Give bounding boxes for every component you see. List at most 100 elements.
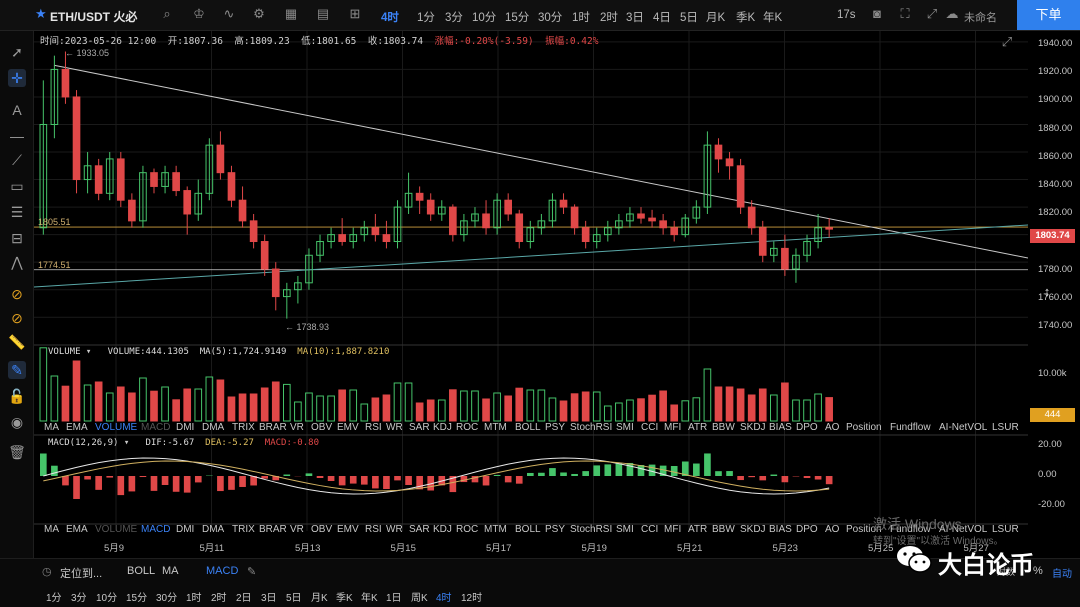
bottom-interval-0[interactable]: 1分 xyxy=(46,593,62,604)
horizontal-line-icon[interactable]: — xyxy=(10,128,24,144)
indicator-tab-dma[interactable]: DMA xyxy=(202,422,225,433)
interval-10[interactable]: 5日 xyxy=(680,12,698,24)
bottom-interval-9[interactable]: 5日 xyxy=(286,593,302,604)
indicator-tab-kdj[interactable]: KDJ xyxy=(433,524,452,535)
indicator-tab-mfi[interactable]: MFI xyxy=(664,422,682,433)
rectangle-icon[interactable]: ▭ xyxy=(10,178,24,194)
indicator-tab-roc[interactable]: ROC xyxy=(456,524,479,535)
bottom-interval-10[interactable]: 月K xyxy=(311,593,328,604)
indicator-tab-boll[interactable]: BOLL xyxy=(515,524,541,535)
indicator-tab-wr[interactable]: WR xyxy=(386,422,403,433)
indicator-tab-lsur[interactable]: LSUR xyxy=(992,422,1019,433)
indicator-tab-fundflow[interactable]: Fundflow xyxy=(890,524,931,535)
indicator-tab-trix[interactable]: TRIX xyxy=(232,524,255,535)
cursor-icon[interactable]: ➚ xyxy=(11,44,23,60)
indicator-tab-lsur[interactable]: LSUR xyxy=(992,524,1019,535)
auto-toggle[interactable]: 自动 xyxy=(1052,569,1072,580)
magnet-icon[interactable]: ⊘ xyxy=(11,286,23,302)
interval-0[interactable]: 4时 xyxy=(381,12,399,24)
indicator-tab-smi[interactable]: SMI xyxy=(616,524,634,535)
indicator-tab-volume[interactable]: VOLUME xyxy=(95,422,138,433)
interval-7[interactable]: 2时 xyxy=(600,12,618,24)
template-icon[interactable]: ▤ xyxy=(316,6,330,21)
bottom-interval-7[interactable]: 2日 xyxy=(236,593,252,604)
crown-icon[interactable]: ♔ xyxy=(193,6,205,21)
measure-icon[interactable]: ⊟ xyxy=(11,230,23,246)
favorite-star-icon[interactable]: ★ xyxy=(35,6,47,21)
interval-12[interactable]: 季K xyxy=(736,12,756,24)
bottom-interval-8[interactable]: 3日 xyxy=(261,593,277,604)
indicator-tab-wr[interactable]: WR xyxy=(386,524,403,535)
indicator-tab-cci[interactable]: CCI xyxy=(641,524,659,535)
cloud-icon[interactable]: ☁ xyxy=(945,6,959,21)
indicator-tab-roc[interactable]: ROC xyxy=(456,422,479,433)
bottom-interval-1[interactable]: 3分 xyxy=(71,593,87,604)
indicator-tab-mtm[interactable]: MTM xyxy=(484,524,507,535)
bottom-interval-14[interactable]: 周K xyxy=(411,593,428,604)
lock-icon[interactable]: 🔓 xyxy=(8,388,26,404)
interval-13[interactable]: 年K xyxy=(763,12,783,24)
indicator-tab-stochrsi[interactable]: StochRSI xyxy=(570,422,613,433)
bottom-interval-5[interactable]: 1时 xyxy=(186,593,202,604)
bottom-interval-3[interactable]: 15分 xyxy=(126,593,148,604)
log-toggle[interactable]: 对数 xyxy=(997,567,1016,577)
indicator-tab-volume[interactable]: VOLUME xyxy=(95,524,138,535)
percent-toggle[interactable]: % xyxy=(1033,565,1043,577)
layout-name[interactable]: 未命名 xyxy=(964,12,997,24)
crosshair-icon[interactable]: ✛ xyxy=(8,69,26,87)
bottom-interval-12[interactable]: 年K xyxy=(361,593,378,604)
indicator-tab-fundflow[interactable]: Fundflow xyxy=(890,422,931,433)
indicator-tab-atr[interactable]: ATR xyxy=(688,524,708,535)
indicator-tab-dpo[interactable]: DPO xyxy=(796,422,818,433)
trend-line-icon[interactable]: ⟋ xyxy=(12,152,22,168)
indicator-tab-brar[interactable]: BRAR xyxy=(259,524,287,535)
bottom-interval-4[interactable]: 30分 xyxy=(156,593,178,604)
indicator-tab-cci[interactable]: CCI xyxy=(641,422,659,433)
indicator-tab-ao[interactable]: AO xyxy=(825,524,840,535)
interval-5[interactable]: 30分 xyxy=(538,12,563,24)
layout-icon[interactable]: ▦ xyxy=(284,6,298,21)
indicator-tab-dmi[interactable]: DMI xyxy=(176,524,195,535)
expand-icon[interactable]: ⤢ xyxy=(926,6,938,21)
bottom-interval-11[interactable]: 季K xyxy=(336,593,353,604)
indicator-tab-brar[interactable]: BRAR xyxy=(259,422,287,433)
indicator-tab-bbw[interactable]: BBW xyxy=(712,422,735,433)
indicator-tab-bbw[interactable]: BBW xyxy=(712,524,735,535)
indicator-tab-ai-netvol[interactable]: AI-NetVOL xyxy=(939,422,988,433)
interval-9[interactable]: 4日 xyxy=(653,12,671,24)
interval-11[interactable]: 月K xyxy=(706,12,726,24)
interval-3[interactable]: 10分 xyxy=(472,12,497,24)
indicator-tab-ema[interactable]: EMA xyxy=(66,422,88,433)
indicator-tab-obv[interactable]: OBV xyxy=(311,524,333,535)
indicator-tab-sar[interactable]: SAR xyxy=(409,524,430,535)
indicator-tab-dma[interactable]: DMA xyxy=(202,524,225,535)
indicator-tab-mfi[interactable]: MFI xyxy=(664,524,682,535)
indicator-tab-atr[interactable]: ATR xyxy=(688,422,708,433)
indicator-tab-position[interactable]: Position xyxy=(846,422,882,433)
indicator-tab-ai-netvol[interactable]: AI-NetVOL xyxy=(939,524,988,535)
indicator-tab-emv[interactable]: EMV xyxy=(337,422,359,433)
indicator-tab-skdj[interactable]: SKDJ xyxy=(740,524,766,535)
compare-icon[interactable]: ⊞ xyxy=(349,6,361,21)
pen-icon[interactable]: ✎ xyxy=(8,361,26,379)
locate-button[interactable]: 定位到... xyxy=(60,568,103,580)
indicator-tab-ao[interactable]: AO xyxy=(825,422,840,433)
order-button[interactable]: 下单 xyxy=(1017,0,1080,30)
indicator-tab-emv[interactable]: EMV xyxy=(337,524,359,535)
text-icon[interactable]: A xyxy=(12,102,22,118)
indicator-tab-rsi[interactable]: RSI xyxy=(365,524,382,535)
symbol-title[interactable]: ETH/USDT 火必 xyxy=(50,10,138,24)
indicator-tab-position[interactable]: Position xyxy=(846,524,882,535)
camera-icon[interactable]: ◙ xyxy=(873,6,881,21)
indicator-tab-dmi[interactable]: DMI xyxy=(176,422,195,433)
indicator-tab-vr[interactable]: VR xyxy=(290,524,304,535)
interval-2[interactable]: 3分 xyxy=(445,12,463,24)
indicator-tab-vr[interactable]: VR xyxy=(290,422,304,433)
indicator-tab-kdj[interactable]: KDJ xyxy=(433,422,452,433)
indicator-tab-sar[interactable]: SAR xyxy=(409,422,430,433)
search-icon[interactable]: ⌕ xyxy=(163,6,171,21)
chart-canvas[interactable] xyxy=(34,31,1028,537)
indicator-tab-trix[interactable]: TRIX xyxy=(232,422,255,433)
indicator-tab-boll[interactable]: BOLL xyxy=(515,422,541,433)
macd-tab[interactable]: MACD xyxy=(206,565,239,577)
